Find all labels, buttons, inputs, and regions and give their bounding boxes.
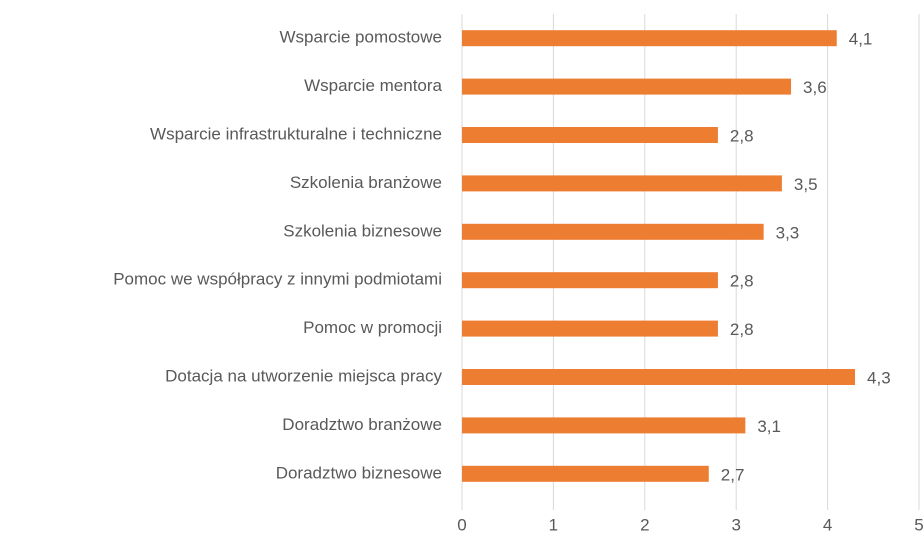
y-tick-label: Wsparcie pomostowe — [279, 28, 442, 47]
data-label: 2,8 — [730, 126, 754, 145]
bar — [462, 30, 837, 47]
bar — [462, 175, 782, 192]
y-tick-label: Dotacja na utworzenie miejsca pracy — [165, 366, 442, 385]
x-tick-label: 1 — [549, 515, 558, 534]
data-label: 2,7 — [721, 465, 745, 484]
y-tick-label: Doradztwo biznesowe — [276, 463, 442, 482]
bar — [462, 417, 746, 434]
data-label: 3,6 — [803, 78, 827, 97]
y-tick-label: Doradztwo branżowe — [282, 415, 442, 434]
x-tick-label: 2 — [640, 515, 649, 534]
bar — [462, 320, 718, 337]
x-tick-label: 3 — [731, 515, 740, 534]
y-tick-label: Szkolenia branżowe — [290, 173, 442, 192]
x-tick-label: 0 — [457, 515, 466, 534]
data-label: 3,5 — [794, 175, 818, 194]
bar — [462, 465, 709, 482]
data-label: 2,8 — [730, 320, 754, 339]
data-label: 4,3 — [867, 368, 891, 387]
y-tick-label: Wsparcie infrastrukturalne i techniczne — [150, 124, 442, 143]
y-tick-label: Pomoc w promocji — [303, 318, 442, 337]
y-tick-label: Wsparcie mentora — [304, 76, 442, 95]
bar — [462, 78, 792, 95]
data-label: 3,3 — [776, 223, 800, 242]
bar — [462, 127, 718, 143]
bar — [462, 272, 718, 289]
data-label: 2,8 — [730, 272, 754, 291]
data-label: 3,1 — [757, 417, 781, 436]
x-tick-label: 4 — [823, 515, 832, 534]
y-tick-label: Szkolenia biznesowe — [283, 221, 442, 240]
bar — [462, 223, 764, 240]
data-label: 4,1 — [849, 30, 873, 49]
bar — [462, 369, 856, 385]
y-tick-label: Pomoc we współpracy z innymi podmiotami — [113, 270, 442, 289]
x-tick-label: 5 — [914, 515, 923, 534]
